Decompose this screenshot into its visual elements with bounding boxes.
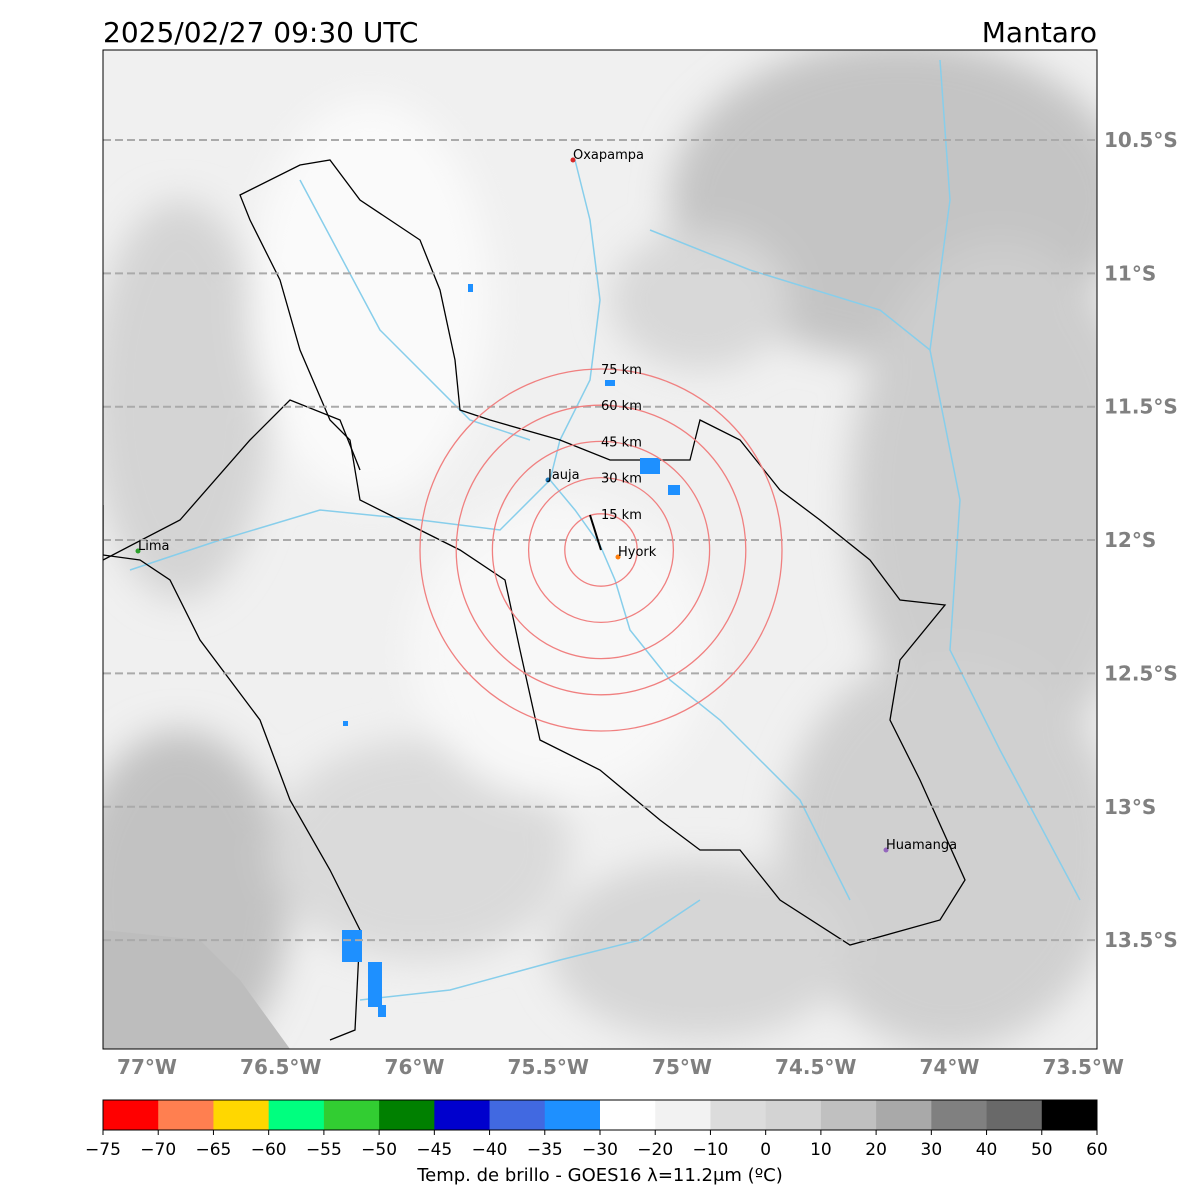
city-marker: [545, 477, 551, 483]
colorbar: −75 −70 −65 −60 −55 −50 −45 −40 −35 −30 −20 −10 0 10 2…: [85, 1099, 1108, 1160]
city-label: Jauja: [547, 468, 580, 483]
colorbar-bin: [103, 1100, 159, 1130]
colorbar-tick-label: 30: [921, 1140, 943, 1160]
colorbar-tick-label: 0: [760, 1140, 771, 1160]
colorbar-tick-label: −45: [416, 1140, 452, 1160]
colorbar-bin: [323, 1100, 380, 1130]
city-label: Hyork: [618, 545, 657, 560]
colorbar-tick-label: 40: [976, 1140, 998, 1160]
ring-label: 45 km: [601, 435, 642, 450]
ring-label: 30 km: [601, 472, 642, 487]
city-label: Lima: [138, 539, 169, 554]
ring-label: 60 km: [601, 399, 642, 414]
lat-label: 11°S: [1104, 261, 1156, 285]
colorbar-bin: [268, 1100, 325, 1130]
colorbar-tick-label: 50: [1031, 1140, 1053, 1160]
clouds: [103, 50, 1097, 1049]
lat-label: 13.5°S: [1104, 928, 1178, 952]
range-ring: [527, 476, 675, 624]
colorbar-bin: [876, 1100, 932, 1130]
city-label: Oxapampa: [573, 148, 644, 163]
lon-label: 76°W: [385, 1055, 445, 1079]
range-ring: [455, 404, 747, 696]
colorbar-tick-label: 60: [1086, 1140, 1108, 1160]
colorbar-tick-label: −70: [140, 1140, 176, 1160]
lon-label: 75.5°W: [508, 1055, 589, 1079]
colorbar-tick-label: −10: [692, 1140, 728, 1160]
city-marker: [570, 157, 576, 163]
lat-label: 13°S: [1104, 795, 1156, 819]
cities: Oxapampa Jauja Lima Hyork Huamanga: [135, 148, 957, 853]
city-label: Huamanga: [886, 838, 957, 853]
colorbar-bin: [600, 1100, 656, 1130]
lon-label: 76.5°W: [240, 1055, 321, 1079]
range-ring: [419, 368, 783, 732]
colorbar-bin: [710, 1100, 767, 1130]
colorbar-tick-label: −75: [85, 1140, 121, 1160]
colorbar-tick-label: −30: [582, 1140, 618, 1160]
lat-label: 10.5°S: [1104, 128, 1178, 152]
colorbar-bin: [655, 1100, 711, 1130]
ring-label: 75 km: [601, 363, 642, 378]
colorbar-bin: [931, 1100, 988, 1130]
colorbar-bin: [544, 1100, 601, 1130]
boundaries: [103, 159, 966, 1041]
region: Mantaro: [982, 16, 1097, 49]
colorbar-bin: [765, 1100, 822, 1130]
datetime: 2025/02/27 09:30 UTC: [103, 16, 418, 49]
lon-label: 75°W: [652, 1055, 712, 1079]
colorbar-tick-label: −40: [472, 1140, 508, 1160]
lon-label: 74.5°W: [775, 1055, 856, 1079]
colorbar-bin: [379, 1100, 435, 1130]
lat-label: 11.5°S: [1104, 395, 1178, 419]
colorbar-bin: [820, 1100, 877, 1130]
rings: 15 km 30 km 45 km 60 km 75 km: [419, 363, 783, 732]
map: 15 km 30 km 45 km 60 km 75 km Oxapampa Jauja L…: [103, 50, 1097, 1049]
colorbar-tick-label: −60: [251, 1140, 287, 1160]
colorbar-bin: [489, 1100, 546, 1130]
colorbar-bin: [986, 1100, 1043, 1130]
rivers: [129, 59, 1081, 1001]
colorbar-bin: [434, 1100, 491, 1130]
lat-label: 12°S: [1104, 528, 1156, 552]
city-marker: [615, 554, 621, 560]
ticks: 10.5°S 11°S 11.5°S 12°S 12.5°S 13°S 13.5°S 77°W…: [117, 128, 1178, 1079]
cold-pixels: [342, 284, 680, 1017]
lat-grid: [103, 139, 1097, 942]
ocean-area: [103, 930, 290, 1049]
range-ring: [491, 440, 711, 660]
lon-label: 73.5°W: [1043, 1055, 1124, 1079]
ring-label: 15 km: [601, 508, 642, 523]
colorbar-tick-label: −35: [527, 1140, 563, 1160]
colorbar-tick-label: −20: [637, 1140, 673, 1160]
range-ring: [564, 513, 638, 587]
colorbar-bin: [1041, 1100, 1098, 1130]
city-marker: [883, 847, 889, 853]
colorbar-tick-label: −65: [195, 1140, 231, 1160]
colorbar-tick-label: 20: [865, 1140, 887, 1160]
lat-label: 12.5°S: [1104, 661, 1178, 685]
city-marker: [135, 548, 141, 554]
colorbar-bin: [213, 1100, 270, 1130]
colorbar-tick-label: −50: [361, 1140, 397, 1160]
lon-label: 74°W: [920, 1055, 980, 1079]
wind-line: [589, 514, 602, 551]
map-frame: [102, 49, 1098, 1050]
lon-label: 77°W: [117, 1055, 177, 1079]
colorbar-tick-label: −55: [306, 1140, 342, 1160]
colorbar-label: Temp. de brillo - GOES16 λ=11.2μm (ºC): [416, 1165, 783, 1186]
colorbar-bin: [158, 1100, 214, 1130]
colorbar-tick-label: 10: [810, 1140, 832, 1160]
